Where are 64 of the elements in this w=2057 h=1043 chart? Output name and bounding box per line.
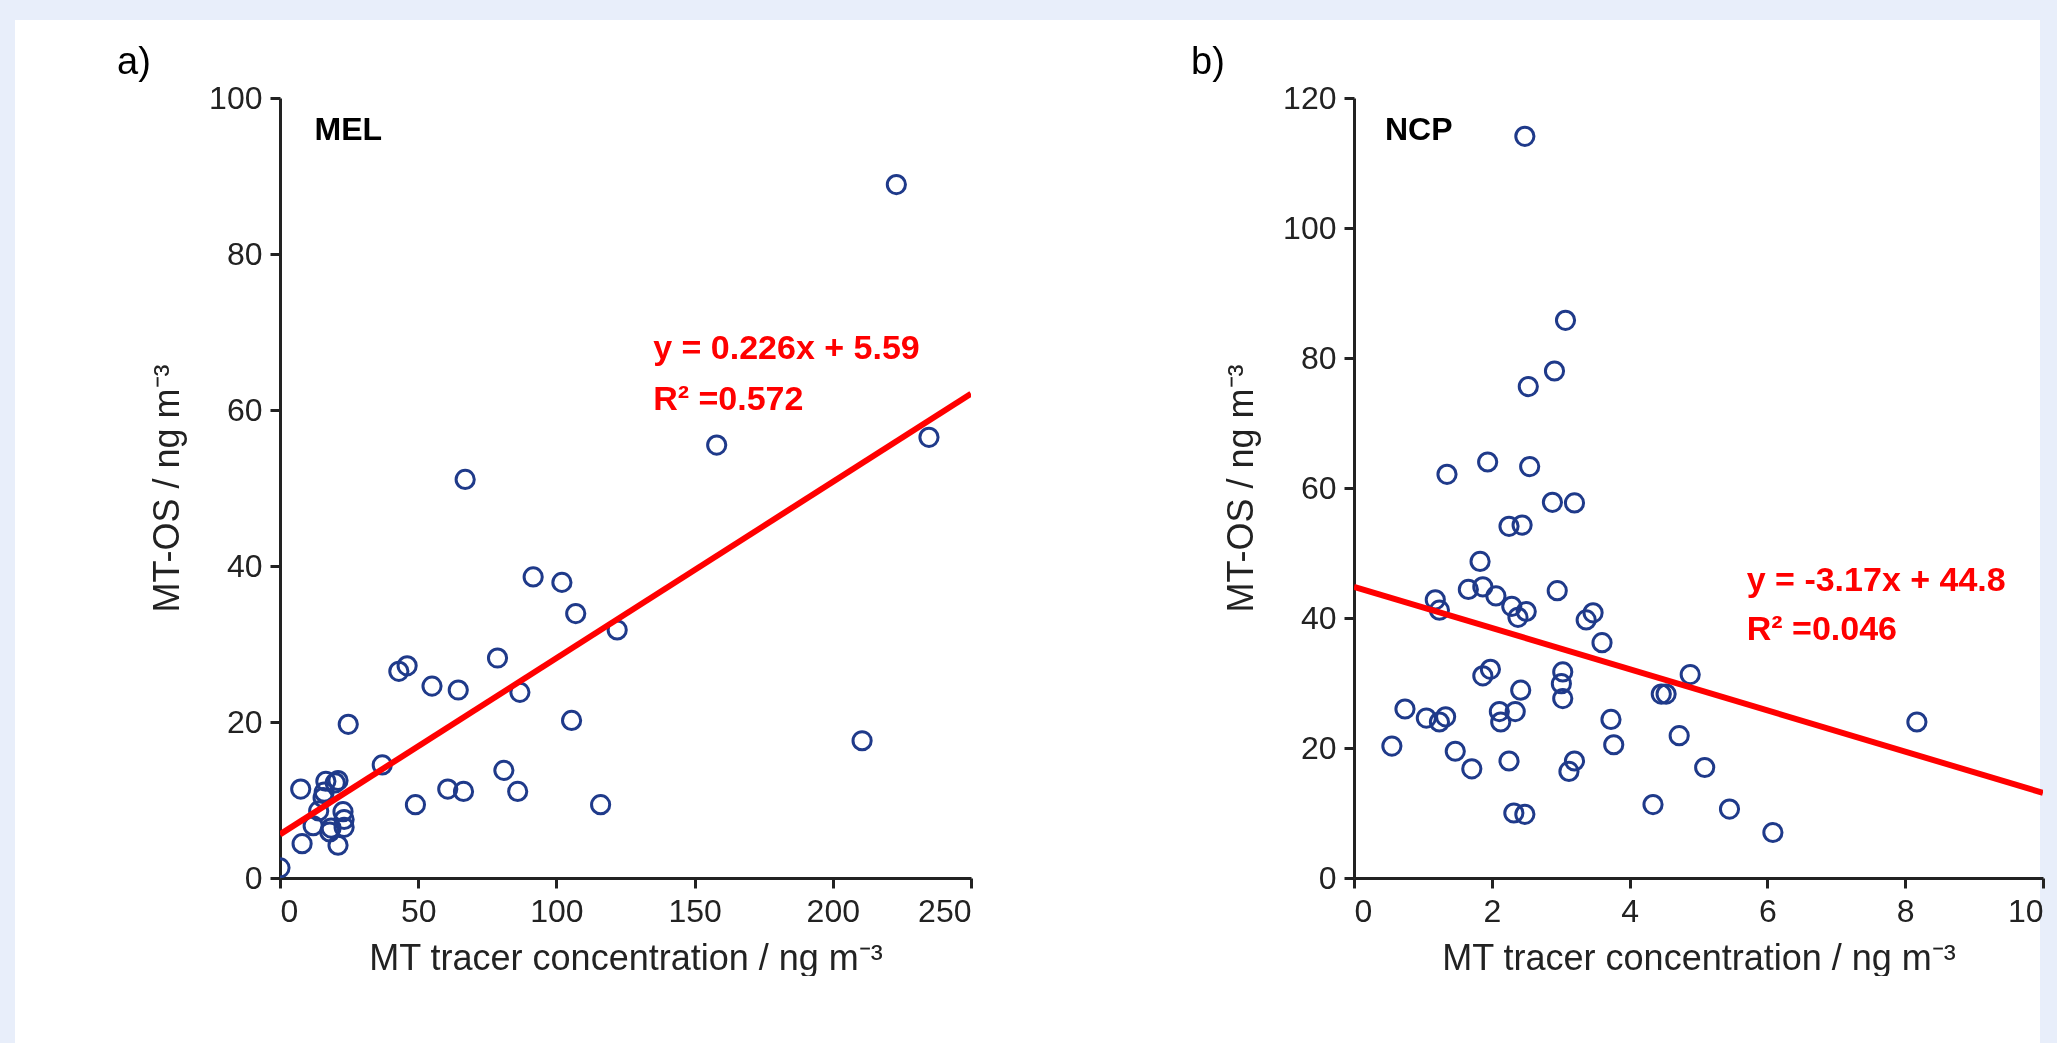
point xyxy=(337,713,359,735)
point xyxy=(404,794,427,816)
y-tick-label: 20 xyxy=(1300,729,1337,766)
y-tick-label: 100 xyxy=(209,79,263,116)
point xyxy=(315,770,337,792)
point xyxy=(565,603,587,625)
point xyxy=(507,780,529,802)
point xyxy=(447,679,469,701)
annotation: NCP xyxy=(1385,111,1453,148)
y-tick-label: 40 xyxy=(1300,599,1337,636)
y-axis-title: MT-OS / ng m⁻³ xyxy=(1220,364,1262,613)
point xyxy=(333,808,355,831)
point xyxy=(396,655,418,677)
y-tick-label: 80 xyxy=(226,235,263,272)
chart-title: a) xyxy=(117,40,151,82)
x-tick-label: 50 xyxy=(400,892,437,929)
y-tick-label: 0 xyxy=(244,859,263,896)
point xyxy=(885,174,907,196)
y-tick-label: 40 xyxy=(226,547,263,584)
annotation: R² =0.046 xyxy=(1746,608,1897,647)
x-tick-label: 4 xyxy=(1621,892,1639,929)
x-tick-label: 10 xyxy=(2007,892,2044,929)
point xyxy=(851,730,873,752)
point xyxy=(918,426,940,448)
annotation: y = 0.226x + 5.59 xyxy=(653,328,920,366)
y-tick-label: 80 xyxy=(1300,339,1337,376)
point xyxy=(551,571,573,593)
point xyxy=(437,778,459,800)
y-tick-label: 60 xyxy=(1300,469,1337,506)
x-tick-label: 100 xyxy=(530,892,584,929)
point xyxy=(327,834,349,856)
point xyxy=(332,801,354,823)
point xyxy=(454,468,476,490)
point xyxy=(290,778,312,800)
annotation: y = -3.17x + 44.8 xyxy=(1746,559,2006,598)
point xyxy=(388,660,410,682)
point xyxy=(291,833,313,855)
y-axis-title: MT-OS / ng m⁻³ xyxy=(146,364,188,613)
y-tick-label: 120 xyxy=(1283,79,1337,116)
point xyxy=(421,675,443,697)
point xyxy=(590,794,612,816)
annotation: R² =0.572 xyxy=(653,378,804,417)
x-tick-label: 0 xyxy=(1354,892,1373,929)
x-tick-label: 0 xyxy=(280,892,299,929)
annotation: MEL xyxy=(314,111,383,148)
x-tick-label: 200 xyxy=(806,892,860,929)
y-tick-label: 0 xyxy=(1318,859,1337,896)
x-tick-label: 2 xyxy=(1483,892,1502,929)
y-tick-label: 60 xyxy=(226,391,263,428)
point xyxy=(561,709,583,732)
x-tick-label: 250 xyxy=(918,892,972,929)
point xyxy=(493,759,515,781)
point xyxy=(486,647,509,669)
x-tick-label: 6 xyxy=(1759,892,1777,929)
y-tick-label: 100 xyxy=(1283,209,1337,246)
x-tick-label: 150 xyxy=(668,892,722,929)
y-tick-label: 20 xyxy=(226,703,263,740)
chart-title: b) xyxy=(1191,40,1225,82)
point xyxy=(706,434,728,456)
point xyxy=(313,781,335,803)
point xyxy=(522,566,544,588)
point xyxy=(452,780,475,802)
point xyxy=(333,816,355,838)
x-tick-label: 8 xyxy=(1896,892,1915,929)
